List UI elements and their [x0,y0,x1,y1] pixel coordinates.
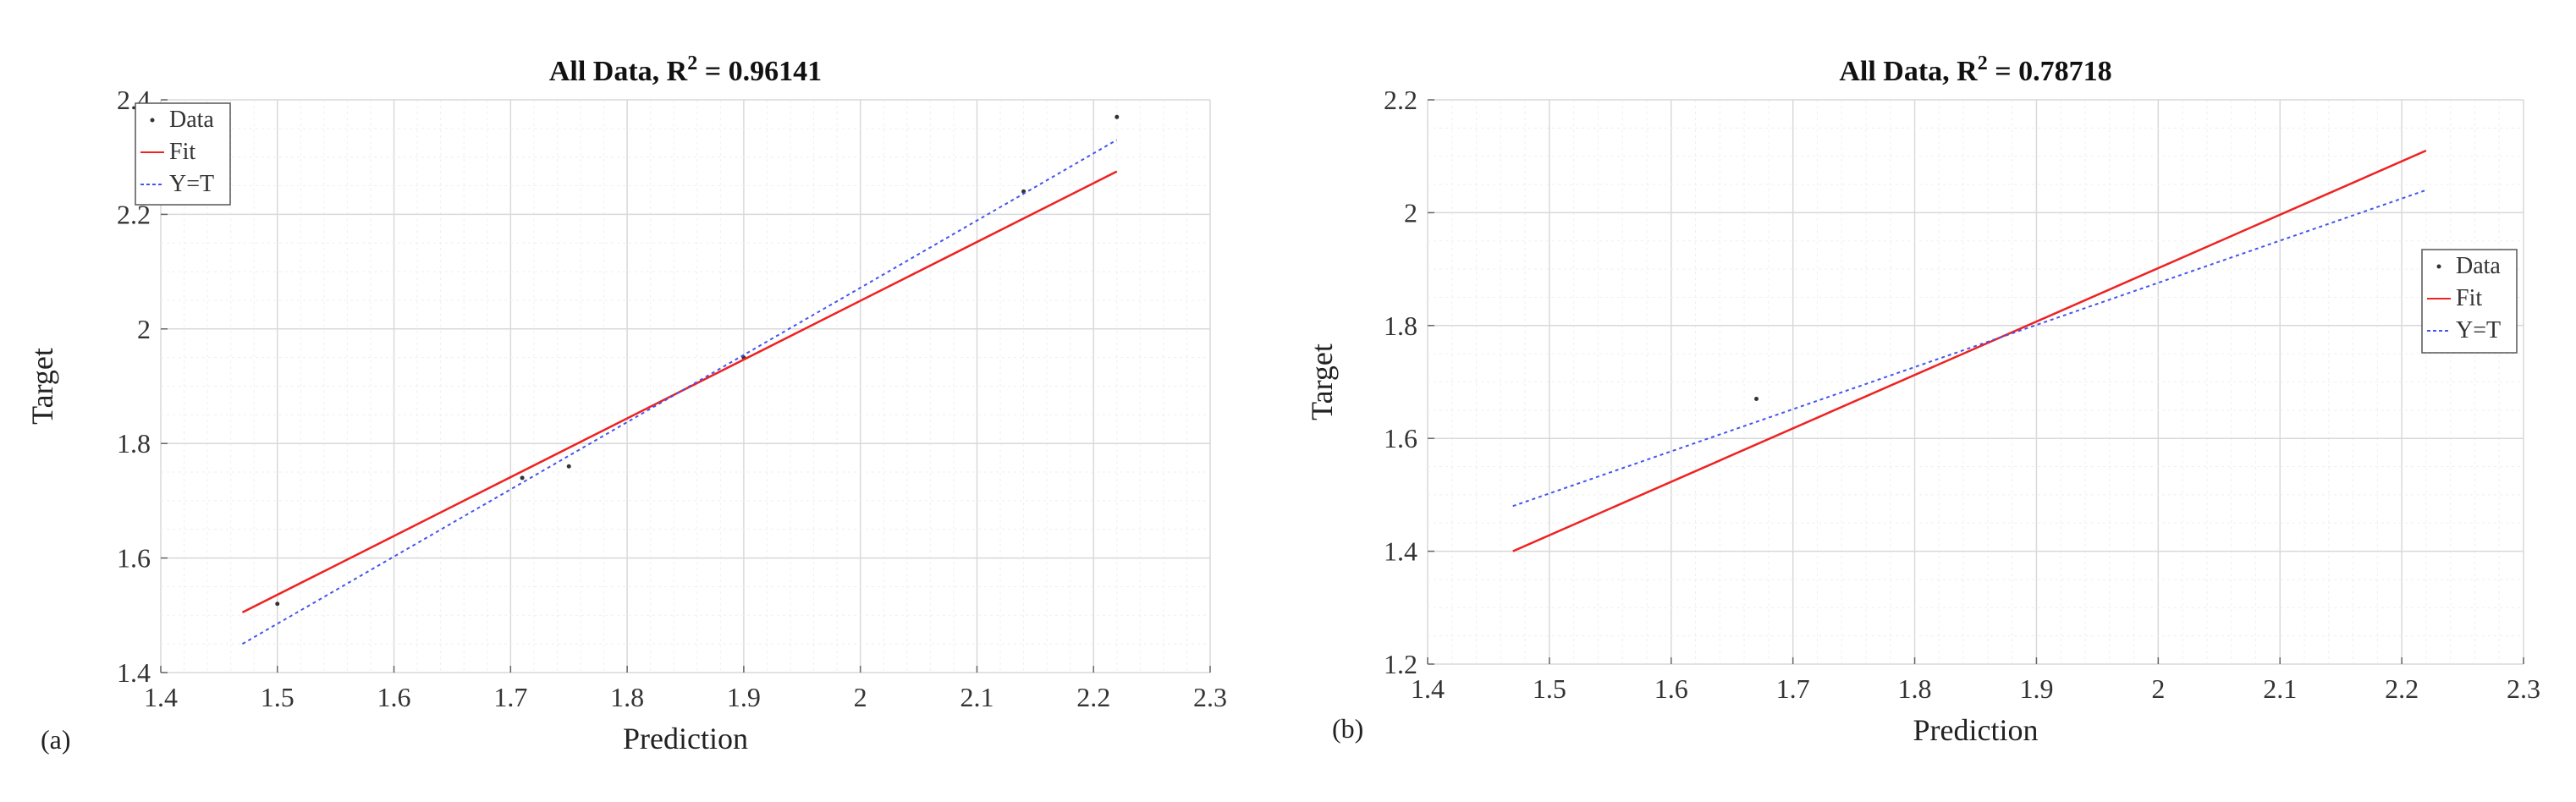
x-tick-label: 1.7 [1776,673,1810,704]
panel-label: (b) [1332,713,1363,744]
title-main: All Data, R [1839,56,1978,87]
y-tick-label: 2 [1404,197,1417,228]
series-line-identity [241,139,1118,645]
title-value: = 0.78718 [1988,56,2112,87]
x-axis-label: Prediction [623,722,748,755]
x-tick-label: 1.4 [1411,673,1445,704]
x-tick-label: 1.6 [377,682,411,712]
series-line-fit [241,170,1118,614]
x-tick-label: 1.5 [1533,673,1566,704]
x-tick-label: 1.4 [144,682,178,712]
y-axis-label: Target [25,348,59,425]
chart-title: All Data, R2 = 0.78718 [1839,52,2111,87]
x-tick-label: 1.8 [1898,673,1932,704]
y-tick-label: 2 [137,314,151,344]
panel-label: (a) [41,724,71,755]
legend-marker-data [2436,264,2441,269]
y-tick-label: 1.4 [1384,536,1417,567]
x-tick-label: 1.5 [261,682,294,712]
x-tick-label: 2 [2151,673,2165,704]
x-axis-label: Prediction [1913,713,2039,747]
y-tick-label: 1.4 [117,657,151,688]
x-tick-label: 2.2 [1076,682,1110,712]
y-axis-label: Target [1305,343,1339,420]
x-tick-label: 2.1 [960,682,994,712]
data-point [1115,114,1120,119]
x-tick-label: 1.9 [2019,673,2053,704]
data-point [566,464,571,469]
x-tick-label: 1.6 [1654,673,1688,704]
x-tick-label: 2.3 [1193,682,1227,712]
x-tick-label: 1.9 [727,682,761,712]
data-point [1754,397,1759,402]
x-tick-label: 2 [854,682,867,712]
chart-title: All Data, R2 = 0.96141 [549,52,822,87]
x-tick-label: 1.7 [493,682,527,712]
title-main: All Data, R [549,56,688,87]
legend-label: Data [169,107,214,133]
title-superscript: 2 [1978,52,1988,74]
panel-a: 1.4 1.5 1.6 1.7 1.8 1.9 2 2.1 2.2 2.3 1.4 1.6 1.8 2 2.… [25,52,1227,755]
data-point [520,475,525,481]
legend-label: Y=T [2456,317,2501,343]
title-value: = 0.96141 [697,56,822,87]
series-line-fit [1512,149,2427,552]
x-tick-label: 2.1 [2263,673,2297,704]
x-tick-label: 2.2 [2385,673,2419,704]
panel-b: 1.4 1.5 1.6 1.7 1.8 1.9 2 2.1 2.2 2.3 1.2 1.4 1.6 1.8… [1288,0,2576,802]
y-tick-label: 1.2 [1384,649,1417,679]
title-superscript: 2 [687,52,697,74]
legend-label: Fit [169,139,195,165]
x-tick-label: 1.8 [610,682,644,712]
legend-marker-data [150,118,155,123]
chart-a: 1.4 1.5 1.6 1.7 1.8 1.9 2 2.1 2.2 2.31.41.61.822.… [25,52,1227,755]
series-line-identity [1512,189,2427,508]
y-tick-label: 2.2 [1384,85,1417,115]
data-point [275,602,280,607]
y-tick-label: 1.6 [117,543,151,574]
chart-b: 1.4 1.5 1.6 1.7 1.8 1.9 2 2.1 2.2 2.31.21.41.61.8… [1288,0,2576,802]
legend-label: Fit [2456,285,2482,311]
x-tick-label: 2.3 [2507,673,2540,704]
y-tick-label: 1.6 [1384,423,1417,453]
y-tick-label: 1.8 [117,428,151,459]
legend-label: Y=T [169,171,214,197]
y-tick-label: 1.8 [1384,310,1417,341]
legend-label: Data [2456,253,2501,279]
chart-background [1288,0,2576,802]
